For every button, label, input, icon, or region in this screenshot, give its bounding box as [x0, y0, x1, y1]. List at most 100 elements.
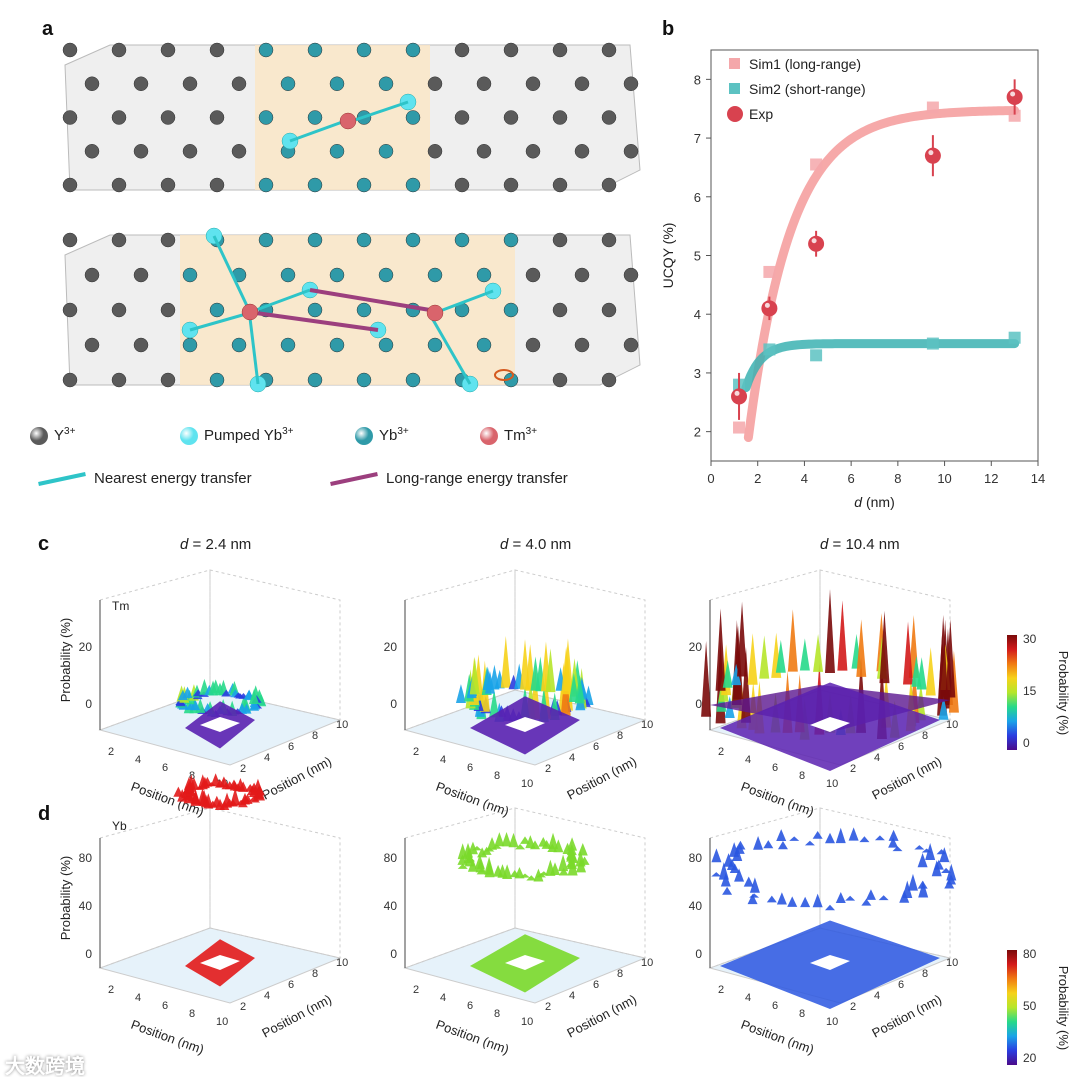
ion-sphere [183, 144, 197, 158]
exp-point-highlight [735, 391, 740, 396]
tm-sphere [340, 113, 356, 129]
ion-sphere [85, 77, 99, 91]
legend-item-y: Y3+ [30, 426, 75, 445]
surface-spike [825, 833, 835, 843]
surface-spike [800, 638, 810, 670]
ion-sphere [308, 303, 322, 317]
ion-sphere [161, 373, 175, 387]
surface-spike [836, 892, 846, 903]
y-axis-label: UCQY (%) [660, 223, 676, 289]
surface-spike [744, 877, 754, 887]
surface-plots: 020224466881010Position (nm)Position (nm… [0, 555, 1080, 1077]
title-text: = 2.4 nm [188, 536, 251, 553]
ion-sphere [477, 144, 491, 158]
ion-sphere [330, 338, 344, 352]
z-tick-label: 20 [79, 640, 93, 654]
surface-spike [749, 893, 759, 897]
ion-sphere [575, 268, 589, 282]
arrow-icon [330, 472, 378, 486]
surface-spike [918, 881, 928, 897]
fit-curve-1 [748, 111, 1014, 438]
y-tick-label: 8 [617, 968, 623, 980]
surface-spike [776, 829, 786, 841]
x-axis-label: Position (nm) [434, 1017, 511, 1057]
ion-sphere [161, 111, 175, 125]
ion-sphere [406, 178, 420, 192]
ion-sphere [259, 111, 273, 125]
surface-spike [939, 847, 949, 862]
y-axis-label: Position (nm) [564, 753, 639, 802]
sphere-icon [355, 427, 373, 445]
colorbar-tick: 80 [1023, 947, 1037, 961]
arrow-icon [38, 472, 86, 486]
ucqy-chart: 0 2 4 6 8 10 12 142345678d (nm)UCQY (%)Sim1 (lo… [655, 40, 1075, 515]
z-tick-label: 40 [689, 899, 703, 913]
z-tick-label: 0 [85, 697, 92, 711]
ion-sphere [232, 77, 246, 91]
title-text: = 10.4 nm [828, 536, 899, 553]
surface-spike [722, 887, 732, 895]
ion-sphere [624, 268, 638, 282]
ion-sphere [357, 43, 371, 57]
y-tick-label: 4 [264, 990, 270, 1002]
lattice-diagram [0, 0, 660, 410]
ion-sphere [379, 144, 393, 158]
x-tick-label: 6 [848, 471, 855, 486]
y-axis-label: Position (nm) [259, 753, 334, 802]
y-tick-label: 4 [874, 990, 880, 1002]
ion-sphere [232, 144, 246, 158]
ion-sphere [553, 178, 567, 192]
ion-sphere [379, 77, 393, 91]
sim1-point [810, 158, 822, 170]
x-axis-label: Position (nm) [129, 1017, 206, 1057]
x-tick-label: 10 [521, 1016, 533, 1028]
z-tick-label: 20 [689, 640, 703, 654]
colorbar-tick: 50 [1023, 999, 1037, 1013]
ion-sphere [161, 303, 175, 317]
colorbar-tick: 20 [1023, 1051, 1037, 1065]
x-tick-label: 2 [754, 471, 761, 486]
x-tick-label: 12 [984, 471, 998, 486]
ion-sphere [553, 111, 567, 125]
y-tick-label: 10 [641, 719, 653, 731]
surface-plot-c-3: 020224 466881010Position (nm) Position (nm… [689, 570, 959, 819]
ion-sphere [477, 338, 491, 352]
ion-sphere [455, 111, 469, 125]
y-axis-label: Position (nm) [259, 991, 334, 1040]
ion-sphere [504, 233, 518, 247]
surface-spike [813, 894, 823, 908]
y-tick-label: 8 [312, 730, 318, 742]
y-tick-label: 8 [617, 730, 623, 742]
ion-sphere [575, 338, 589, 352]
ion-sphere [134, 77, 148, 91]
x-tick-label: 4 [745, 754, 751, 766]
ion-sphere [259, 43, 273, 57]
ion-sphere [134, 144, 148, 158]
x-tick-label: 2 [718, 984, 724, 996]
y-tick-label: 6 [898, 741, 904, 753]
ion-sphere [63, 43, 77, 57]
z-tick-label: 0 [390, 697, 397, 711]
y-tick-label: 2 [240, 763, 246, 775]
ion-sphere [183, 77, 197, 91]
ion-sphere [357, 303, 371, 317]
legend-sup: 3+ [64, 426, 75, 437]
y-tick-label: 5 [694, 249, 701, 264]
z-tick-label: 80 [689, 851, 703, 865]
y-tick-label: 10 [946, 719, 958, 731]
element-label: Yb [112, 819, 127, 833]
surface-plot-c-2: 020224 466881010Position (nm) Position (nm… [384, 570, 654, 819]
ion-sphere [210, 178, 224, 192]
ion-sphere [602, 111, 616, 125]
ion-sphere [63, 178, 77, 192]
y-tick-label: 10 [641, 957, 653, 969]
surface-spike [836, 828, 846, 843]
ion-sphere [406, 233, 420, 247]
sim2-point [763, 343, 775, 355]
surface-spike [866, 889, 876, 900]
ion-sphere [161, 43, 175, 57]
ion-sphere [161, 178, 175, 192]
ion-sphere [259, 233, 273, 247]
surface-spike [875, 835, 885, 840]
x-axis-unit: (nm) [862, 494, 895, 510]
